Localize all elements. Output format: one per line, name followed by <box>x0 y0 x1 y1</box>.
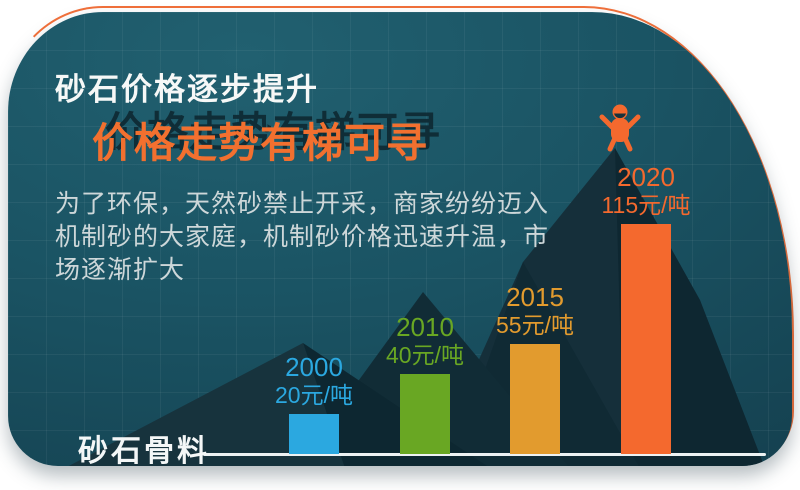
footer-brand-label: 砂石骨料 <box>78 435 210 466</box>
axis-baseline <box>203 453 766 456</box>
bar-value-label: 20元/吨 <box>275 382 353 408</box>
bar-group-2010: 2010 40元/吨 <box>365 312 485 454</box>
bar-year-label: 2000 <box>285 352 343 382</box>
bar-group-2015: 2015 55元/吨 <box>475 282 595 454</box>
mountain-left-light-face <box>68 343 345 466</box>
description-line: 为了环保，天然砂禁止开采，商家纷纷迈入 <box>55 190 550 218</box>
bar-2015 <box>510 344 560 454</box>
page-title: 砂石价格逐步提升 <box>55 72 319 107</box>
info-card: 砂石价格逐步提升 价格走势有梯可寻 为了环保，天然砂禁止开采，商家纷纷迈入 机制… <box>8 12 792 466</box>
description-line: 场逐渐扩大 <box>55 256 186 284</box>
description-line: 机制砂的大家庭，机制砂价格迅速升温，市 <box>55 223 550 251</box>
page-subtitle: 价格走势有梯可寻 <box>92 120 428 166</box>
bar-value-label: 115元/吨 <box>601 192 691 218</box>
bar-year-label: 2015 <box>506 282 564 312</box>
person-celebrating-icon <box>599 104 641 152</box>
bar-year-label: 2010 <box>396 312 454 342</box>
bar-2010 <box>400 374 450 454</box>
bar-group-2000: 2000 20元/吨 <box>254 352 374 454</box>
mountain-left-dark-face <box>303 343 488 466</box>
description-text: 为了环保，天然砂禁止开采，商家纷纷迈入 机制砂的大家庭，机制砂价格迅速升温，市 … <box>55 188 549 287</box>
bar-2020 <box>621 224 671 454</box>
bar-value-label: 55元/吨 <box>496 312 574 338</box>
bar-value-label: 40元/吨 <box>386 342 464 368</box>
bar-year-label: 2020 <box>617 162 675 192</box>
bar-group-2020: 2020 115元/吨 <box>586 162 706 454</box>
bar-2000 <box>289 414 339 454</box>
